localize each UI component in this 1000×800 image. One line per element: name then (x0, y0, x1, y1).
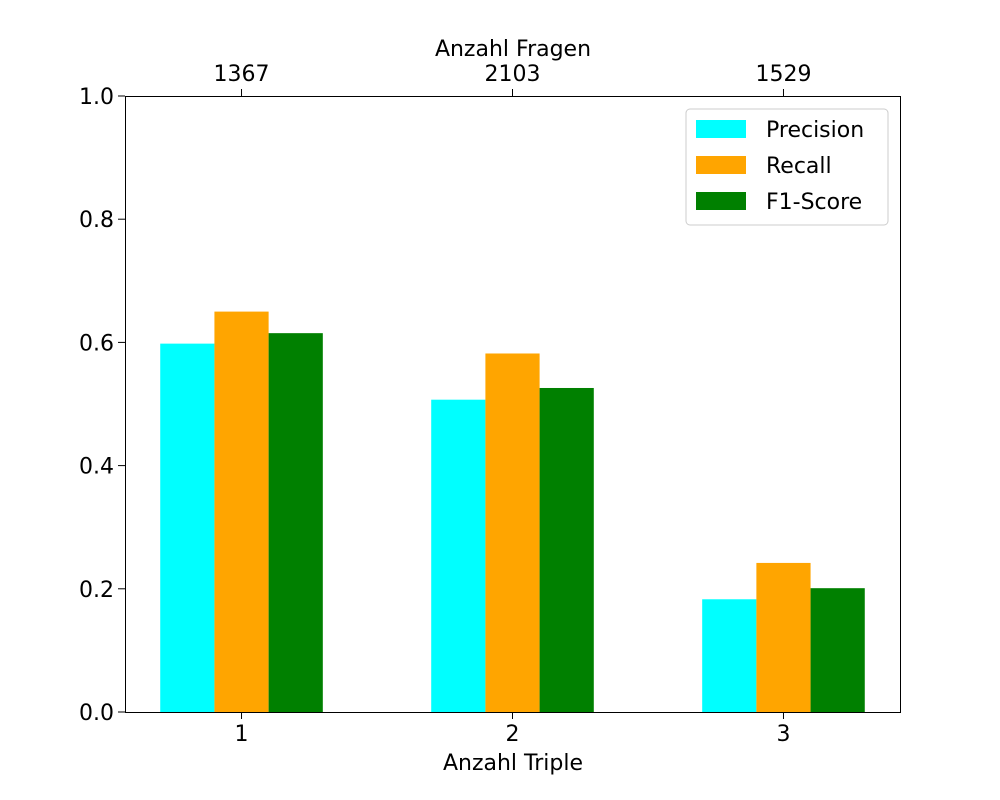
bar-f1-score-3 (810, 588, 865, 712)
legend-label-f1-score: F1-Score (766, 190, 862, 215)
legend-swatch-f1-score (696, 192, 746, 210)
plot-frame (125, 96, 901, 713)
x-axis-title: Anzahl Triple (443, 751, 583, 776)
y-axis-ticks: 0.0 0.2 0.4 0.6 0.8 1.0 (79, 85, 125, 726)
y-tick-label: 0.2 (79, 578, 114, 603)
legend-label-precision: Precision (766, 118, 864, 143)
top-tick-label: 2103 (485, 62, 541, 87)
bar-precision-3 (702, 599, 757, 712)
bar-f1-score-1 (268, 333, 323, 712)
bar-precision-2 (431, 399, 486, 712)
top-tick-label: 1529 (755, 62, 811, 87)
y-tick-label: 1.0 (79, 85, 114, 110)
bar-recall-2 (485, 353, 540, 712)
bar-recall-1 (214, 311, 269, 712)
legend-label-recall: Recall (766, 154, 832, 179)
y-tick-label: 0.4 (79, 455, 114, 480)
bars-group (160, 311, 865, 712)
top-axis-ticks: 1367 2103 1529 (214, 62, 811, 96)
legend-swatch-precision (696, 120, 746, 138)
y-tick-label: 0.6 (79, 331, 114, 356)
bar-recall-3 (756, 562, 811, 712)
legend: Precision Recall F1-Score (685, 108, 889, 226)
legend-swatch-recall (696, 156, 746, 174)
x-tick-label: 1 (235, 722, 249, 747)
x-tick-label: 3 (776, 722, 790, 747)
bar-f1-score-2 (539, 387, 594, 712)
top-axis-title: Anzahl Fragen (435, 37, 591, 62)
x-tick-label: 2 (506, 722, 520, 747)
bar-precision-1 (160, 343, 215, 712)
y-tick-label: 0.0 (79, 701, 114, 726)
top-tick-label: 1367 (214, 62, 270, 87)
x-axis-ticks: 1 2 3 (235, 712, 790, 747)
y-tick-label: 0.8 (79, 208, 114, 233)
